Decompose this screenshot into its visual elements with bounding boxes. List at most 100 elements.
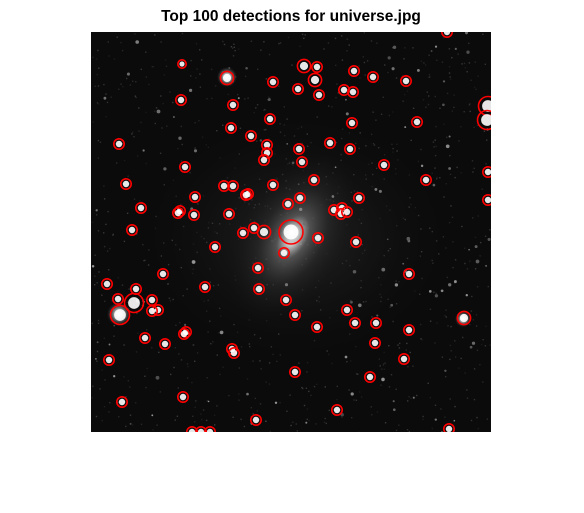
noise-speck [457,53,459,55]
faint-star [434,418,437,421]
noise-speck [145,386,147,389]
noise-speck [127,175,129,177]
noise-speck [422,418,424,421]
noise-speck [476,286,479,288]
noise-speck [439,107,441,109]
noise-speck [154,122,156,125]
noise-speck [103,337,105,339]
detection-center [314,234,322,242]
faint-star [151,414,154,417]
noise-speck [481,188,483,190]
noise-speck [269,430,272,432]
noise-speck [222,366,224,368]
detection-circle [119,178,132,191]
noise-speck [99,388,101,390]
noise-speck [390,374,393,376]
noise-speck [477,215,479,217]
noise-speck [458,140,460,142]
faint-star [430,50,433,52]
noise-speck [468,104,471,106]
detection-center [352,238,360,246]
noise-speck [255,107,257,109]
detection-circle [296,58,312,74]
faint-star [434,45,438,48]
detection-center [161,340,169,348]
detection-circle [280,293,293,306]
noise-speck [144,375,146,377]
noise-speck [96,350,99,353]
noise-speck [94,254,96,256]
detection-center [188,428,196,432]
noise-speck [466,389,468,391]
noise-speck [140,68,142,71]
noise-speck [95,415,98,418]
detection-center [296,194,304,202]
detection-center [132,285,140,293]
detection-circle [278,247,291,260]
noise-speck [118,88,120,90]
detection-circle [441,32,453,38]
noise-speck [335,96,337,99]
noise-speck [108,411,110,413]
detection-center [405,326,413,334]
noise-speck [107,41,109,43]
noise-speck [137,332,139,334]
noise-speck [118,416,120,418]
noise-speck [140,121,142,124]
detection-circle [311,320,324,333]
noise-speck [404,47,406,49]
detection-circle [111,292,124,305]
faint-star [155,375,160,380]
noise-speck [346,38,348,40]
noise-speck [424,64,427,66]
detection-circle [348,316,361,329]
noise-speck [116,162,118,164]
noise-speck [473,167,475,170]
noise-speck [96,214,98,216]
faint-star [108,343,111,346]
faint-star [487,237,491,241]
noise-speck [131,424,134,426]
detection-circle [199,281,212,294]
noise-speck [222,124,224,126]
detection-circle [363,370,376,383]
noise-speck [475,325,478,327]
noise-speck [388,114,391,117]
noise-speck [279,402,281,404]
noise-speck [176,415,179,417]
noise-speck [127,380,129,382]
faint-star [345,98,347,101]
noise-speck [105,93,107,95]
noise-speck [445,316,447,318]
noise-speck [335,64,337,67]
detection-circle [248,222,261,235]
noise-speck [263,109,265,111]
noise-speck [214,424,216,426]
noise-speck [433,291,435,293]
detection-center [484,168,491,176]
detection-center [400,355,408,363]
detection-circle [253,283,266,296]
noise-speck [469,103,471,105]
noise-speck [113,58,116,60]
detection-center [380,161,388,169]
noise-speck [279,42,282,44]
noise-speck [306,418,308,420]
noise-speck [363,32,365,34]
noise-speck [445,376,447,378]
noise-speck [187,365,189,368]
image-axes[interactable] [91,32,491,432]
noise-speck [190,59,192,62]
noise-speck [178,353,180,355]
noise-speck [268,362,271,364]
noise-speck [135,351,138,353]
noise-speck [486,139,488,141]
detection-circle [228,346,241,359]
noise-speck [325,422,327,425]
noise-speck [290,424,292,427]
noise-speck [268,53,271,56]
noise-speck [471,295,473,298]
noise-speck [316,383,318,385]
detection-center [137,204,145,212]
noise-speck [211,97,213,100]
